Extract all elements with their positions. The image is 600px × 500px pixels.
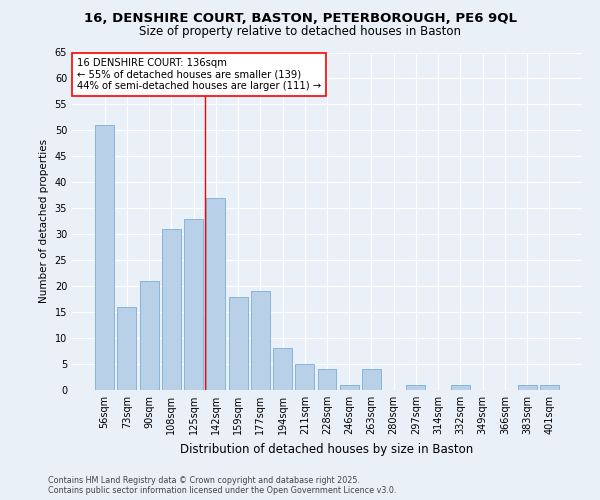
Bar xyxy=(229,296,248,390)
Bar xyxy=(317,369,337,390)
Bar xyxy=(206,198,225,390)
Bar xyxy=(162,229,181,390)
Bar xyxy=(95,125,114,390)
Text: 16 DENSHIRE COURT: 136sqm
← 55% of detached houses are smaller (139)
44% of semi: 16 DENSHIRE COURT: 136sqm ← 55% of detac… xyxy=(77,58,321,91)
Bar xyxy=(140,281,158,390)
Bar xyxy=(451,385,470,390)
X-axis label: Distribution of detached houses by size in Baston: Distribution of detached houses by size … xyxy=(181,442,473,456)
Bar xyxy=(340,385,359,390)
Bar xyxy=(540,385,559,390)
Bar xyxy=(251,292,270,390)
Text: Contains HM Land Registry data © Crown copyright and database right 2025.
Contai: Contains HM Land Registry data © Crown c… xyxy=(48,476,397,495)
Bar xyxy=(362,369,381,390)
Bar xyxy=(406,385,425,390)
Bar xyxy=(273,348,292,390)
Bar xyxy=(518,385,536,390)
Bar xyxy=(184,218,203,390)
Text: 16, DENSHIRE COURT, BASTON, PETERBOROUGH, PE6 9QL: 16, DENSHIRE COURT, BASTON, PETERBOROUGH… xyxy=(83,12,517,26)
Bar xyxy=(118,307,136,390)
Text: Size of property relative to detached houses in Baston: Size of property relative to detached ho… xyxy=(139,25,461,38)
Y-axis label: Number of detached properties: Number of detached properties xyxy=(39,139,49,304)
Bar xyxy=(295,364,314,390)
